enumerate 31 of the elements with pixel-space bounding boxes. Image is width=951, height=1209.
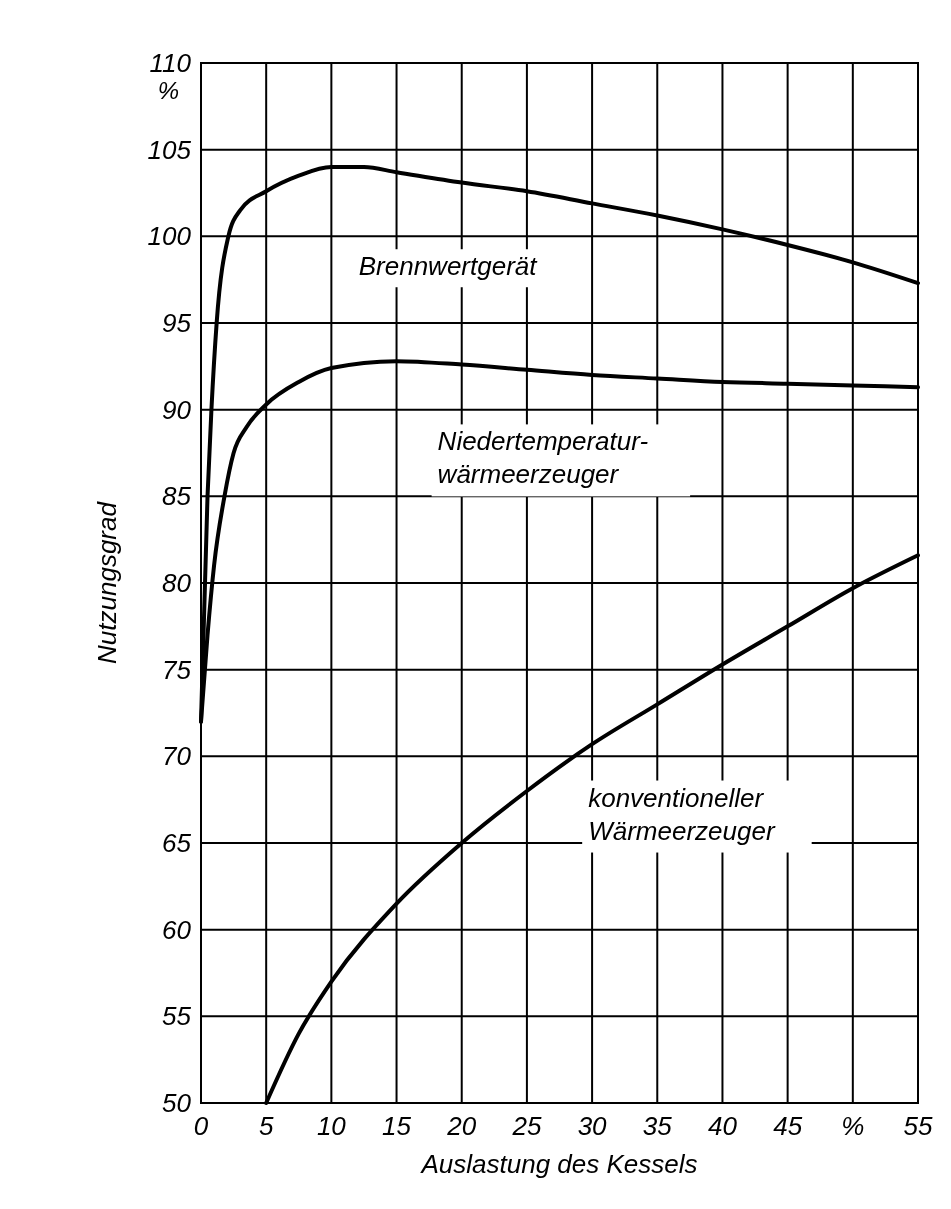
y-tick-label: 90 (162, 394, 192, 425)
x-tick-label: 0 (193, 1111, 209, 1141)
y-axis-title: Nutzungsgrad (92, 500, 122, 664)
y-tick-label: 70 (162, 741, 192, 772)
x-tick-label: 30 (577, 1111, 608, 1141)
y-tick-label: 85 (162, 481, 192, 512)
x-tick-label: % (841, 1111, 865, 1141)
x-tick-label: 5 (258, 1111, 274, 1141)
y-tick-label: 100 (147, 221, 192, 252)
y-tick-label: 80 (162, 568, 192, 598)
series-label: konventioneller Wärmeerzeuger (588, 782, 776, 846)
y-tick-label: 50 (162, 1088, 192, 1118)
y-tick-label: 75 (162, 654, 192, 685)
y-tick-label: 65 (162, 828, 192, 858)
x-tick-label: 40 (707, 1111, 738, 1141)
series-label: Niedertemperatur- wärmeerzeuger (437, 426, 649, 490)
x-tick-label: 15 (382, 1111, 412, 1141)
x-tick-label: 10 (316, 1111, 347, 1141)
x-tick-label: 45 (773, 1111, 803, 1141)
y-tick-label: 105 (147, 134, 192, 165)
y-tick-label: 95 (162, 308, 192, 338)
text: % (157, 77, 179, 104)
text: Brennwertgerät (358, 251, 539, 282)
x-axis-title: Auslastung des Kessels (419, 1149, 698, 1179)
y-tick-label: 60 (162, 914, 192, 945)
y-tick-label: 110 (149, 48, 192, 78)
x-tick-label: 35 (642, 1111, 673, 1141)
x-tick-label: 25 (511, 1111, 542, 1141)
y-tick-label: 55 (162, 1001, 192, 1032)
x-tick-label: 55 (903, 1111, 933, 1141)
x-tick-label: 20 (446, 1111, 477, 1141)
